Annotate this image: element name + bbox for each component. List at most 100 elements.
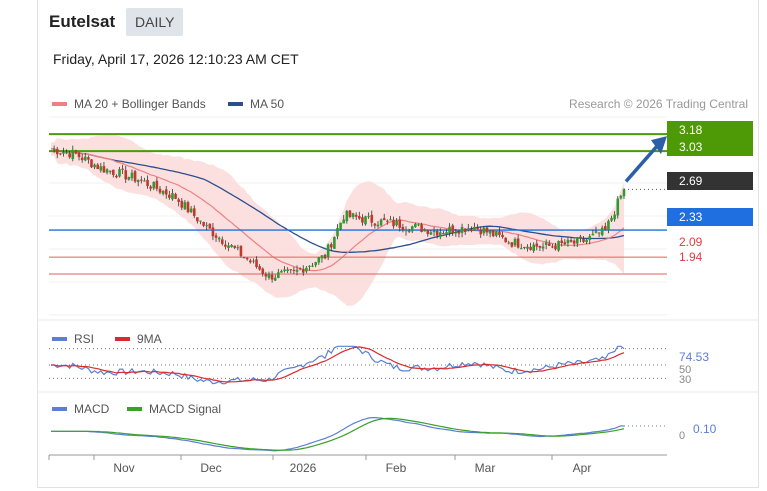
candle-body — [65, 152, 68, 154]
candle-body — [333, 237, 336, 249]
candle-body — [622, 189, 626, 197]
macd-signal-label: MACD Signal — [149, 402, 222, 416]
candle-body — [351, 213, 355, 218]
candle-body — [582, 238, 585, 242]
candle-body — [305, 267, 308, 272]
candle-body — [544, 242, 548, 245]
candle-body — [488, 230, 492, 234]
candle-body — [554, 245, 557, 250]
candle-body — [74, 151, 78, 154]
legend-macd-signal[interactable]: MACD Signal — [127, 402, 221, 416]
level-lines — [49, 133, 667, 275]
candle-body — [105, 169, 109, 173]
legend-ma50[interactable]: MA 50 — [228, 97, 284, 111]
candle-body — [572, 240, 576, 244]
candle-body — [164, 189, 168, 195]
candle-body — [448, 226, 451, 234]
candle-body — [258, 266, 261, 270]
candle-body — [541, 246, 545, 249]
candle-body — [594, 231, 598, 233]
candle-body — [476, 227, 479, 229]
candle-body — [513, 239, 517, 246]
rsi-label: RSI — [74, 332, 95, 346]
macd-label: MACD — [74, 402, 110, 416]
candle-body — [339, 222, 342, 230]
candle-body — [560, 240, 564, 244]
candle-body — [196, 217, 199, 222]
candle-body — [149, 186, 152, 189]
candle-body — [211, 227, 215, 237]
candle-body — [563, 242, 567, 245]
candle-body — [298, 268, 302, 270]
candle-body — [180, 200, 184, 208]
candle-body — [90, 159, 93, 168]
candle-body — [249, 260, 252, 263]
macd-signal-line — [51, 417, 625, 451]
candle-body — [485, 227, 489, 233]
candle-body — [152, 181, 156, 189]
interval-badge[interactable]: DAILY — [126, 8, 184, 36]
candle-body — [501, 234, 504, 238]
candle-body — [227, 245, 230, 248]
candle-body — [199, 220, 202, 222]
candle-body — [115, 175, 118, 178]
rsi-ma-swatch — [115, 337, 130, 341]
candle-body — [233, 245, 237, 248]
candle-body — [239, 245, 243, 257]
candle-body — [189, 208, 193, 213]
candle-body — [470, 229, 473, 231]
candle-body — [220, 239, 224, 244]
legend-macd[interactable]: MACD — [52, 402, 109, 416]
candle-body — [426, 230, 430, 235]
candle-body — [270, 274, 274, 280]
legend-ma20[interactable]: MA 20 + Bollinger Bands — [52, 97, 206, 111]
candle-body — [389, 219, 392, 221]
candle-body — [535, 243, 539, 247]
candle-body — [364, 216, 367, 225]
candle-body — [457, 231, 461, 234]
macd-line — [51, 417, 625, 452]
candle-body — [435, 231, 439, 236]
candle-body — [236, 247, 240, 249]
candle-body — [155, 180, 159, 189]
candle-body — [575, 238, 579, 244]
candle-body — [423, 228, 426, 232]
candle-body — [370, 214, 374, 223]
x-tick-label: Dec — [200, 461, 221, 475]
candle-body — [417, 224, 420, 226]
candle-body — [205, 225, 209, 227]
candle-body — [597, 232, 601, 234]
ma20-line — [51, 148, 625, 272]
candle-body — [445, 232, 448, 235]
chart-frame — [37, 0, 759, 488]
candle-body — [466, 228, 470, 231]
candle-body — [146, 179, 149, 187]
rsi-swatch — [52, 337, 67, 341]
candle-body — [538, 246, 542, 248]
candle-body — [619, 195, 623, 199]
candle-body — [429, 232, 433, 235]
candle-body — [264, 274, 268, 277]
candle-body — [295, 269, 299, 272]
candle-body — [301, 269, 305, 273]
candle-body — [161, 190, 165, 194]
candle-body — [80, 157, 84, 161]
x-tick-label: Mar — [475, 461, 496, 475]
candle-body — [382, 218, 386, 221]
candle-body — [604, 226, 607, 230]
candle-body — [460, 226, 464, 233]
candle-body — [326, 244, 330, 257]
legend-rsi-ma[interactable]: 9MA — [115, 332, 162, 346]
candle-body — [407, 230, 411, 232]
candle-body — [255, 259, 258, 267]
candle-body — [130, 172, 134, 179]
last-price-label: 2.69 — [667, 172, 753, 190]
macd-value: 0.10 — [693, 422, 717, 436]
candle-body — [569, 240, 573, 242]
legend-rsi[interactable]: RSI — [52, 332, 94, 346]
x-tick-label: Apr — [573, 461, 592, 475]
candle-body — [136, 180, 140, 183]
candle-body — [585, 239, 588, 243]
resistance-2-label: 3.03 — [667, 138, 753, 156]
pivot-label: 2.33 — [667, 208, 753, 226]
